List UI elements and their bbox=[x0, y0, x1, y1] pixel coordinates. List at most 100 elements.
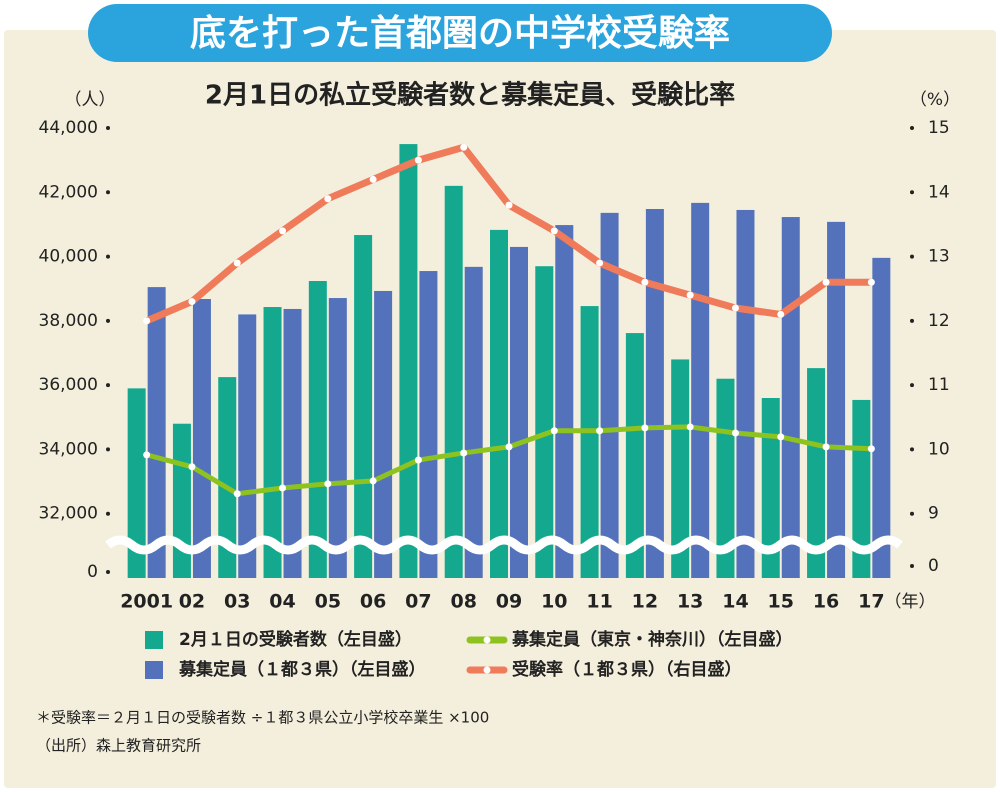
x-tick-label: 03 bbox=[224, 591, 250, 613]
x-tick-label: 16 bbox=[813, 591, 839, 613]
y-tick-label: 38,000 bbox=[39, 311, 98, 331]
bar bbox=[283, 308, 302, 578]
y-tick-label: 42,000 bbox=[39, 182, 98, 202]
x-tick-label: 08 bbox=[450, 591, 476, 613]
line-point bbox=[686, 423, 694, 431]
y2-tick-mark bbox=[910, 447, 914, 452]
bar bbox=[172, 423, 191, 578]
y-tick-mark bbox=[106, 383, 110, 388]
bar bbox=[374, 290, 393, 578]
bar bbox=[691, 202, 710, 578]
x-tick-label: 2001 bbox=[120, 591, 173, 613]
line-point bbox=[414, 456, 422, 464]
bar bbox=[490, 229, 508, 578]
line-point bbox=[279, 484, 287, 492]
bar bbox=[600, 212, 619, 578]
y-tick-mark bbox=[106, 447, 110, 452]
x-tick-label: 11 bbox=[586, 591, 612, 613]
line-point bbox=[233, 259, 241, 267]
line-point bbox=[550, 227, 558, 235]
bar bbox=[872, 257, 891, 578]
legend-label: 2月１日の受験者数（左目盛） bbox=[179, 629, 412, 650]
x-tick-label: 02 bbox=[179, 591, 205, 613]
line-point bbox=[777, 310, 785, 318]
line-point bbox=[641, 424, 649, 432]
bar bbox=[147, 287, 166, 578]
line-point bbox=[188, 298, 196, 306]
y-axis-label: （人） bbox=[65, 90, 116, 110]
bar bbox=[444, 185, 463, 578]
bar bbox=[354, 235, 373, 579]
y-tick-label: 34,000 bbox=[39, 439, 98, 459]
legend-label: 募集定員（東京・神奈川）（左目盛） bbox=[511, 629, 793, 650]
line-point bbox=[505, 443, 513, 451]
x-tick-label: 05 bbox=[315, 591, 341, 613]
line-point bbox=[460, 143, 468, 151]
line-point bbox=[369, 175, 377, 183]
y2-tick-mark bbox=[910, 383, 914, 388]
y-tick-mark bbox=[106, 570, 110, 574]
x-tick-label: 15 bbox=[768, 591, 794, 613]
x-tick-label: 04 bbox=[269, 591, 295, 613]
note: ＊受験率＝２月１日の受験者数 ÷１都３県公立小学校卒業生 ×100 bbox=[36, 709, 489, 727]
line-point bbox=[777, 433, 785, 441]
x-axis-unit: （年） bbox=[885, 592, 936, 612]
y2-tick-mark bbox=[910, 254, 914, 259]
x-tick-label: 09 bbox=[496, 591, 522, 613]
legend-swatch bbox=[145, 631, 163, 649]
line-point bbox=[731, 304, 739, 312]
line-point bbox=[324, 195, 332, 203]
line-point bbox=[505, 201, 513, 209]
bar bbox=[399, 144, 418, 579]
line-point bbox=[867, 278, 875, 286]
y2-tick-label: 13 bbox=[928, 247, 950, 267]
line-point bbox=[596, 259, 604, 267]
y-tick-mark bbox=[106, 511, 110, 516]
line-point bbox=[324, 480, 332, 488]
y-tick-mark bbox=[106, 318, 110, 323]
line-point bbox=[233, 490, 241, 498]
line-point bbox=[369, 477, 377, 485]
y2-tick-mark bbox=[910, 318, 914, 323]
bar bbox=[535, 266, 554, 578]
line-point bbox=[867, 445, 875, 453]
bar bbox=[580, 306, 599, 578]
line-point bbox=[279, 227, 287, 235]
y-tick-label: 44,000 bbox=[39, 118, 98, 138]
bar bbox=[328, 298, 347, 578]
line-point bbox=[143, 451, 151, 459]
title-pill bbox=[88, 4, 832, 62]
legend-swatch bbox=[483, 666, 491, 674]
y2-tick-mark bbox=[910, 190, 914, 195]
chart-subtitle: 2月1日の私立受験者数と募集定員、受験比率 bbox=[205, 80, 735, 111]
line-point bbox=[460, 449, 468, 457]
line-point bbox=[822, 443, 830, 451]
bar bbox=[852, 399, 871, 578]
axis-break bbox=[105, 535, 903, 555]
bar bbox=[781, 217, 800, 579]
line-point bbox=[188, 463, 196, 471]
legend-label: 受験率（１都３県）（右目盛） bbox=[512, 659, 742, 680]
bar bbox=[419, 271, 438, 578]
legend-swatch bbox=[483, 636, 491, 644]
y2-tick-label: 12 bbox=[928, 311, 950, 331]
line-point bbox=[686, 291, 694, 299]
y2-axis-label: （%） bbox=[910, 90, 960, 110]
y-tick-mark bbox=[106, 126, 110, 130]
legend-swatch bbox=[145, 661, 163, 679]
y-tick-label: 32,000 bbox=[39, 504, 98, 524]
y2-tick-label: 0 bbox=[928, 556, 939, 576]
bar bbox=[510, 246, 528, 578]
x-tick-label: 13 bbox=[677, 591, 703, 613]
bar bbox=[127, 388, 146, 578]
y-tick-mark bbox=[106, 254, 110, 259]
line-point bbox=[550, 427, 558, 435]
bar bbox=[308, 281, 327, 578]
y2-tick-label: 10 bbox=[928, 439, 950, 459]
bar bbox=[263, 307, 282, 578]
x-tick-label: 17 bbox=[858, 591, 884, 613]
bar bbox=[625, 333, 644, 578]
line-point bbox=[414, 156, 422, 164]
bar bbox=[645, 209, 664, 578]
